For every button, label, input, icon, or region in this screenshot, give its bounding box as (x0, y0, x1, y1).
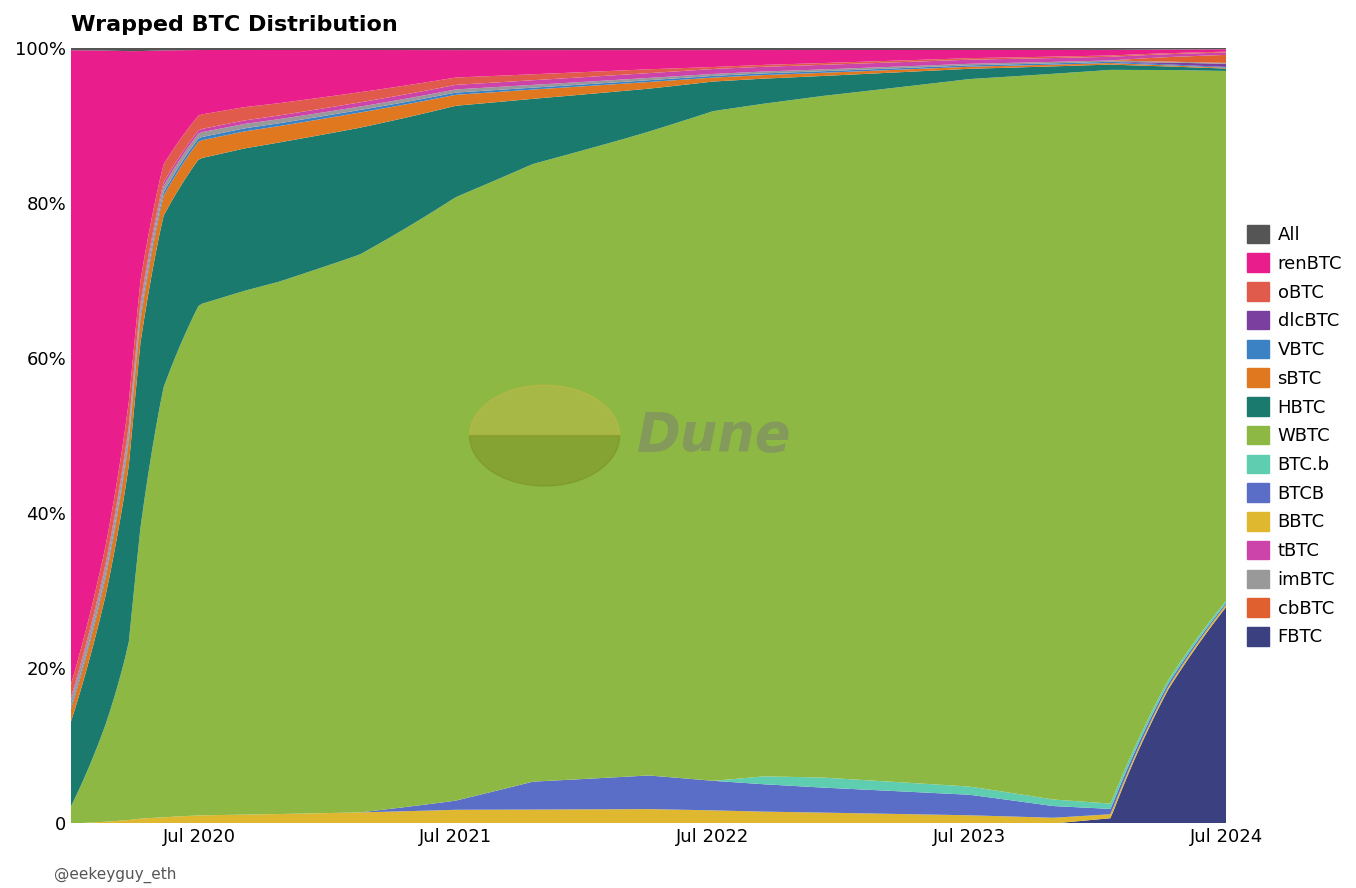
Text: @eekeyguy_eth: @eekeyguy_eth (54, 867, 176, 884)
Wedge shape (469, 436, 620, 486)
Legend: All, renBTC, oBTC, dlcBTC, VBTC, sBTC, HBTC, WBTC, BTC.b, BTCB, BBTC, tBTC, imBT: All, renBTC, oBTC, dlcBTC, VBTC, sBTC, H… (1248, 225, 1342, 646)
Text: Dune: Dune (637, 409, 792, 462)
Text: Wrapped BTC Distribution: Wrapped BTC Distribution (71, 15, 397, 35)
Wedge shape (469, 385, 620, 436)
